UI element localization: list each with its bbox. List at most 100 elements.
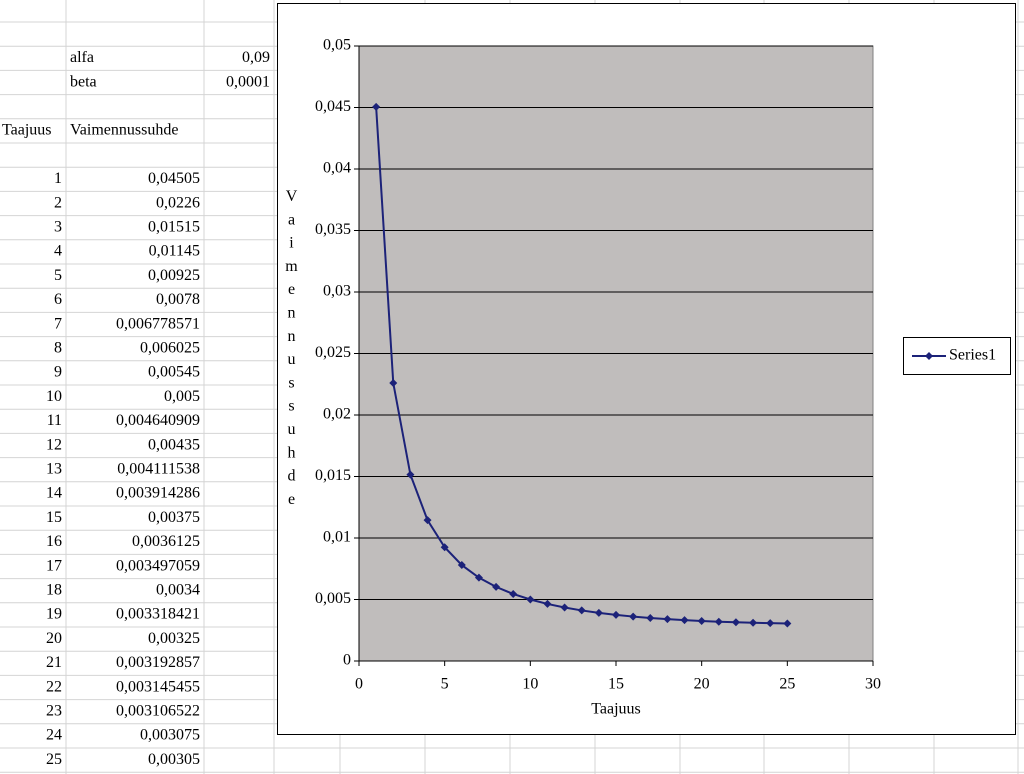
cell-text: 8 — [54, 339, 62, 356]
data-point — [714, 617, 723, 626]
cell-text: 5 — [54, 267, 62, 284]
cell-text: 0,00375 — [148, 509, 200, 526]
data-point — [492, 582, 501, 591]
cell-text: 3 — [54, 218, 62, 235]
y-tick-label: 0,045 — [315, 98, 351, 115]
data-point — [646, 613, 655, 622]
cell-text: 17 — [46, 557, 62, 574]
cell-text: 0,003497059 — [116, 557, 200, 574]
data-point — [509, 589, 518, 598]
data-point — [594, 608, 603, 617]
cell-text: 23 — [46, 702, 62, 719]
data-point — [663, 615, 672, 624]
data-point — [629, 612, 638, 621]
legend-label: Series1 — [949, 347, 996, 364]
y-tick-label: 0,015 — [315, 467, 351, 484]
cell-text: 2 — [54, 194, 62, 211]
cell-text: 0,04505 — [148, 170, 200, 187]
cell-text: 0,003914286 — [116, 485, 200, 502]
y-tick-label: 0,03 — [323, 283, 351, 300]
data-point — [389, 379, 398, 388]
cell-text: 0,0001 — [226, 73, 270, 90]
data-point — [440, 543, 449, 552]
cell-text: 25 — [46, 751, 62, 768]
x-tick-label: 25 — [779, 676, 795, 693]
cell-text: 14 — [46, 485, 62, 502]
x-tick-label: 10 — [522, 676, 538, 693]
cell-text: 0,004640909 — [116, 412, 200, 429]
data-point — [766, 619, 775, 628]
y-tick-label: 0 — [343, 652, 351, 669]
cell-text: 1 — [54, 170, 62, 187]
y-tick-label: 0,005 — [315, 590, 351, 607]
cell-text: 24 — [46, 727, 62, 744]
data-point — [423, 516, 432, 525]
cell-text: 0,006778571 — [116, 315, 200, 332]
cell-text: 0,005 — [164, 388, 200, 405]
cell-text: 0,00305 — [148, 751, 200, 768]
cell-text: 0,0036125 — [132, 533, 200, 550]
x-axis-title: Taajuus — [591, 701, 641, 718]
cell-text: 19 — [46, 606, 62, 623]
cell-text: 13 — [46, 460, 62, 477]
cell-text: 0,003075 — [140, 727, 200, 744]
data-point — [372, 102, 381, 111]
y-tick-label: 0,025 — [315, 344, 351, 361]
header-cell: Vaimennussuhde — [70, 122, 178, 139]
cell-text: 0,003106522 — [116, 702, 200, 719]
cell-text: 0,00545 — [148, 364, 200, 381]
cell-text: 15 — [46, 509, 62, 526]
data-point — [749, 618, 758, 627]
cell-text: 0,0034 — [156, 581, 200, 598]
cell-text: beta — [70, 73, 97, 90]
cell-text: 12 — [46, 436, 62, 453]
cell-text: 4 — [54, 243, 62, 260]
data-point — [697, 617, 706, 626]
data-point — [577, 606, 586, 615]
cell-text: 0,004111538 — [117, 460, 200, 477]
x-tick-label: 0 — [355, 676, 363, 693]
x-tick-label: 15 — [608, 676, 624, 693]
cell-text: 0,003145455 — [116, 678, 200, 695]
data-point — [457, 561, 466, 570]
cell-text: 9 — [54, 364, 62, 381]
data-point — [474, 573, 483, 582]
x-tick-label: 30 — [865, 676, 881, 693]
y-tick-label: 0,035 — [315, 221, 351, 238]
cell-text: 7 — [54, 315, 62, 332]
cell-text: 0,01515 — [148, 218, 200, 235]
header-cell: Taajuus — [2, 122, 52, 139]
cell-text: alfa — [70, 49, 94, 66]
cell-text: 21 — [46, 654, 62, 671]
y-tick-label: 0,04 — [323, 160, 351, 177]
cell-text: 0,09 — [242, 49, 270, 66]
data-point — [560, 603, 569, 612]
legend-marker — [925, 352, 933, 360]
y-tick-label: 0,01 — [323, 529, 351, 546]
data-point — [680, 616, 689, 625]
cell-text: 20 — [46, 630, 62, 647]
cell-text: 16 — [46, 533, 62, 550]
data-point — [526, 595, 535, 604]
cell-text: 0,003318421 — [116, 606, 200, 623]
cell-text: 6 — [54, 291, 62, 308]
data-point — [543, 599, 552, 608]
cell-text: 11 — [47, 412, 62, 429]
cell-text: 18 — [46, 581, 62, 598]
cell-text: 0,00435 — [148, 436, 200, 453]
y-tick-label: 0,02 — [323, 406, 351, 423]
cell-text: 0,00925 — [148, 267, 200, 284]
x-tick-label: 5 — [441, 676, 449, 693]
cell-text: 0,0226 — [156, 194, 200, 211]
cell-text: 22 — [46, 678, 62, 695]
y-axis-title: Vaimennussuhde — [283, 188, 300, 515]
data-point — [406, 470, 415, 479]
x-tick-label: 20 — [694, 676, 710, 693]
cell-text: 0,01145 — [149, 243, 200, 260]
data-point — [783, 619, 792, 628]
data-point — [731, 618, 740, 627]
cell-text: 0,003192857 — [116, 654, 200, 671]
y-tick-label: 0,05 — [323, 37, 351, 54]
